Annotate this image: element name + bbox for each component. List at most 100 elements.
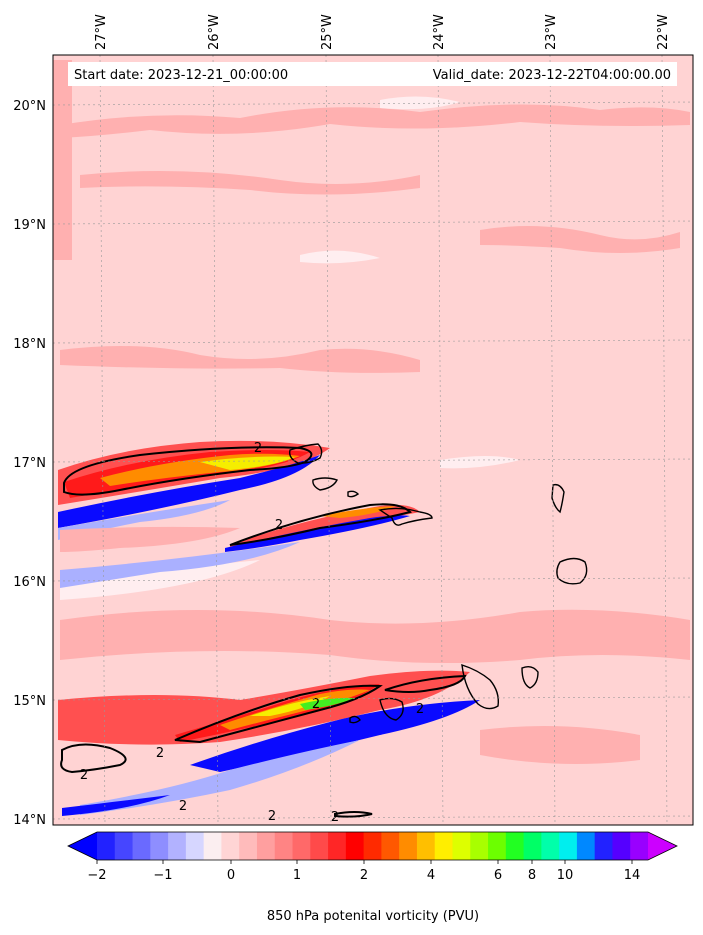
contour-label: 2 <box>416 702 424 717</box>
colorbar-cell <box>168 832 187 860</box>
colorbar: −2 −1 0 1 2 4 6 8 10 14 850 hPa potenital vortici… <box>67 831 678 924</box>
colorbar-right-arrow <box>648 832 677 860</box>
colorbar-cell <box>239 832 258 860</box>
colorbar-cell <box>97 832 116 860</box>
contour-2pvu-middle <box>229 503 412 546</box>
colorbar-cell <box>114 832 134 860</box>
meridian-line <box>99 55 106 825</box>
filament-south-green <box>300 697 355 710</box>
colorbar-cell <box>416 832 436 860</box>
meridian-line <box>661 55 668 825</box>
contour-label: 2 <box>275 518 283 533</box>
patch-near-zero-3 <box>60 560 260 600</box>
filament-middle-light-blue <box>60 542 300 588</box>
filament-north-yellow <box>200 456 295 470</box>
latitude-label: 20°N <box>13 99 46 114</box>
patch-19n-east <box>480 226 680 253</box>
colorbar-tick-label: 8 <box>528 868 536 883</box>
coastlines <box>288 443 588 724</box>
latitude-label: 19°N <box>13 218 46 233</box>
contour-label: 2 <box>156 746 164 761</box>
island-sal <box>551 483 565 514</box>
patch-near-zero-2 <box>300 250 380 264</box>
patch-west-edge <box>53 60 72 260</box>
pv-filament-middle <box>60 503 420 588</box>
contour-2pvu-southwest <box>60 743 127 774</box>
pv-near-zero-patches <box>60 96 520 600</box>
colorbar-cell <box>594 832 614 860</box>
info-box-background <box>68 62 677 86</box>
patch-near-zero-4 <box>440 456 520 469</box>
pv-filament-south <box>58 670 480 818</box>
colorbar-cell <box>470 832 489 860</box>
filament-middle-orange <box>320 506 395 518</box>
filament-north-blue <box>58 455 320 528</box>
colorbar-cell <box>345 832 365 860</box>
colorbar-tick-label: 0 <box>227 868 235 883</box>
filament-south-blue <box>190 700 480 772</box>
longitude-label: 26°W <box>207 14 222 50</box>
latitude-labels: 20°N 19°N 18°N 17°N 16°N 15°N 14°N <box>13 99 46 828</box>
longitude-label: 22°W <box>656 14 671 50</box>
parallel-line <box>53 815 693 820</box>
island-santa-luzia <box>347 490 360 498</box>
patch-14-5n-east <box>480 726 640 764</box>
colorbar-cell <box>452 832 471 860</box>
patch-15-5n <box>60 609 690 664</box>
patch-19-5n <box>80 171 420 195</box>
colorbar-tick-label: 2 <box>360 868 368 883</box>
meridian-line <box>549 55 556 825</box>
contour-labels: 2 2 2 2 2 2 2 2 2 <box>80 441 424 825</box>
colorbar-cell <box>576 832 596 860</box>
island-santiago <box>461 664 500 710</box>
latitude-label: 16°N <box>13 575 46 590</box>
island-santo-antao <box>288 443 323 464</box>
colorbar-cell <box>541 832 560 860</box>
island-sao-nicolau <box>378 507 433 526</box>
pv-light-patches <box>53 60 690 764</box>
colorbar-cell <box>221 832 240 860</box>
patch-near-zero-1 <box>380 96 460 110</box>
colorbar-cell <box>559 832 578 860</box>
longitude-label: 27°W <box>94 14 109 50</box>
map-area: 2 2 2 2 2 2 2 2 2 <box>53 55 693 825</box>
colorbar-cell <box>399 832 418 860</box>
island-maio <box>521 665 539 689</box>
latitude-label: 18°N <box>13 337 46 352</box>
valid-date-text: Valid_date: 2023-12-22T04:00:00.00 <box>433 68 671 83</box>
filament-middle-pink <box>60 526 240 552</box>
contour-2pvu-north <box>63 446 313 496</box>
colorbar-cell <box>274 832 294 860</box>
colorbar-cell <box>256 832 276 860</box>
contour-2pvu-south-east <box>384 674 467 693</box>
parallel-line <box>53 101 693 106</box>
colorbar-tick-label: −2 <box>87 868 106 883</box>
contour-label: 2 <box>254 441 262 456</box>
longitude-label: 23°W <box>544 14 559 50</box>
contour-label: 2 <box>179 799 187 814</box>
colorbar-ticks: −2 −1 0 1 2 4 6 8 10 14 <box>87 860 640 883</box>
island-boa-vista <box>556 557 588 585</box>
island-sao-vicente <box>312 477 338 491</box>
contour-label: 2 <box>331 810 339 825</box>
start-date-text: Start date: 2023-12-21_00:00:00 <box>74 68 288 83</box>
island-brava <box>349 715 361 724</box>
colorbar-label: 850 hPa potenital vorticity (PVU) <box>267 909 479 924</box>
parallel-line <box>53 577 693 582</box>
graticule <box>53 55 693 825</box>
island-fogo <box>379 697 404 721</box>
colorbar-cell <box>612 832 631 860</box>
latitude-label: 17°N <box>13 456 46 471</box>
contour-2pvu-south-edge <box>334 811 373 818</box>
colorbar-cell <box>132 832 151 860</box>
colorbar-tick-label: 1 <box>293 868 301 883</box>
longitude-labels: 27°W 26°W 25°W 24°W 23°W 22°W <box>94 14 671 50</box>
colorbar-tick-label: 4 <box>427 868 435 883</box>
colorbar-cell <box>434 832 454 860</box>
colorbar-cell <box>523 832 542 860</box>
parallel-line <box>53 458 693 463</box>
longitude-label: 25°W <box>320 14 335 50</box>
colorbar-cells <box>97 832 649 860</box>
colorbar-cell <box>203 832 223 860</box>
